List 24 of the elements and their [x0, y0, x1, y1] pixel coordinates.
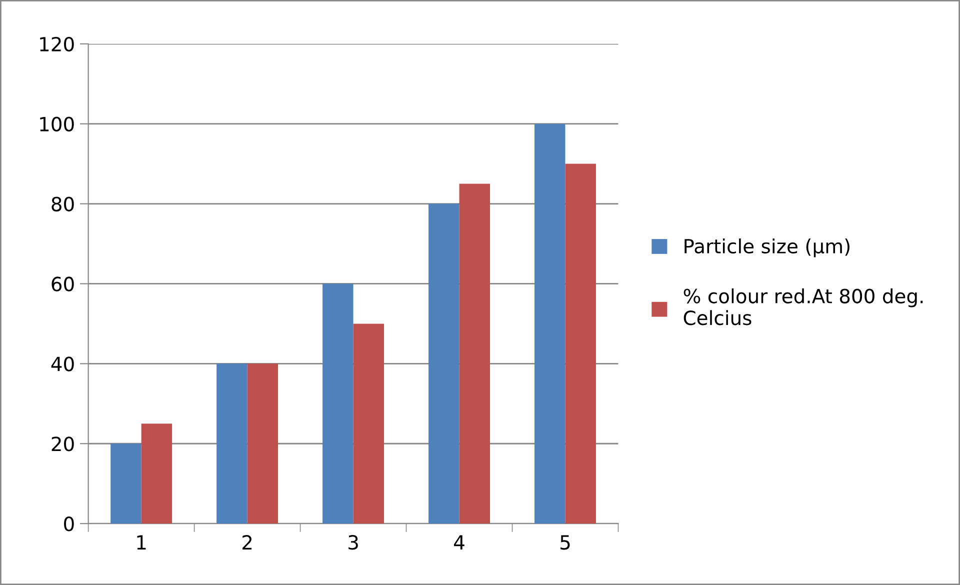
bar: [216, 364, 248, 524]
x-tick-label: 4: [454, 535, 464, 550]
y-tick-label: 0: [64, 516, 74, 532]
bar: [428, 204, 460, 524]
bar: [247, 364, 278, 524]
bar: [353, 324, 384, 524]
x-tick-label: 1: [137, 535, 146, 550]
x-tick-label: 3: [348, 535, 358, 550]
legend-label: Particle size (µm): [684, 238, 850, 258]
y-tick-label: 20: [52, 436, 74, 452]
bar: [322, 284, 354, 524]
bar: [565, 164, 596, 524]
bar: [534, 124, 566, 524]
y-tick-label: 40: [51, 356, 74, 372]
x-tick-label: 2: [242, 535, 252, 550]
y-tick-label: 100: [40, 116, 74, 132]
y-tick-label: 80: [52, 196, 74, 212]
legend-label: % colour red.At 800 deg. Celcius: [684, 288, 923, 326]
bar: [141, 424, 172, 524]
y-tick-label: 60: [52, 276, 74, 292]
y-tick-label: 120: [40, 36, 74, 52]
bar: [459, 184, 490, 524]
x-tick-label: 5: [560, 535, 570, 550]
bar: [110, 444, 142, 524]
